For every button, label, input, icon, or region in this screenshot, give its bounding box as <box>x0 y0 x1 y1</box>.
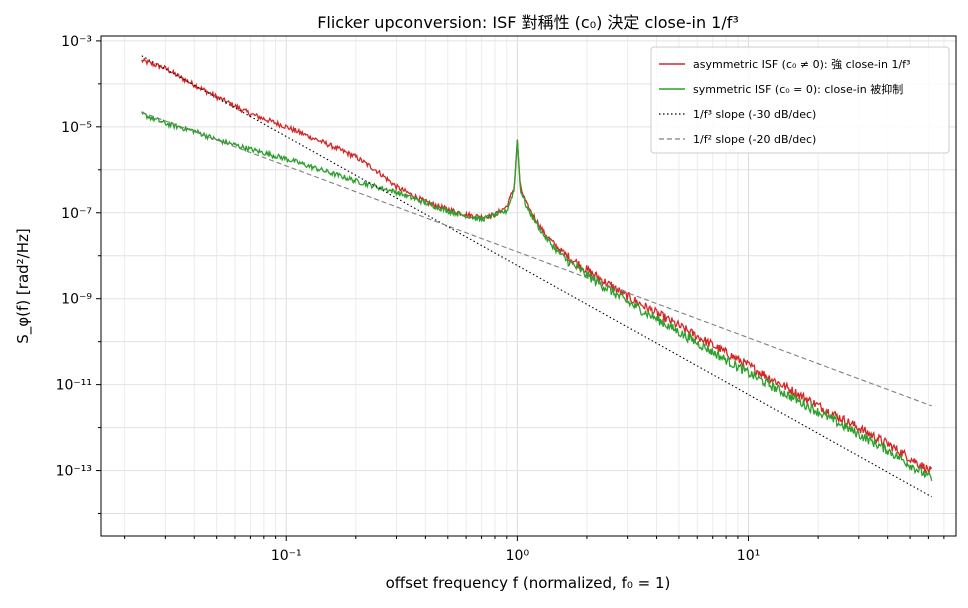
chart-title: Flicker upconversion: ISF 對稱性 (c₀) 決定 cl… <box>317 13 739 32</box>
legend-entry-label: symmetric ISF (c₀ = 0): close-in 被抑制 <box>693 82 903 96</box>
x-axis-label: offset frequency f (normalized, f₀ = 1) <box>386 574 671 592</box>
x-tick-label: 10¹ <box>737 548 760 564</box>
series-line-3 <box>141 111 932 407</box>
y-tick-label: 10⁻¹³ <box>56 464 92 480</box>
x-tick-label: 10⁰ <box>506 548 530 564</box>
legend: asymmetric ISF (c₀ ≠ 0): 強 close-in 1/f³… <box>650 46 950 154</box>
series-line-1 <box>141 111 933 482</box>
y-tick-label: 10⁻¹¹ <box>56 378 92 394</box>
y-tick-label: 10⁻³ <box>61 34 92 50</box>
plot-frame <box>100 35 957 537</box>
y-tick-label: 10⁻⁷ <box>61 206 92 222</box>
legend-box <box>650 46 950 154</box>
y-tick-label: 10⁻⁵ <box>61 120 92 136</box>
ticks: 10⁻¹ 10⁰ 10¹ 10⁻³ 10⁻⁵ 10⁻⁷ 10⁻⁹ 10⁻¹¹ 10⁻¹³ <box>56 34 945 564</box>
series-line-2 <box>141 55 932 498</box>
legend-entry-label: asymmetric ISF (c₀ ≠ 0): 強 close-in 1/f³ <box>693 58 910 71</box>
y-axis-label: S_φ(f) [rad²/Hz] <box>14 228 33 343</box>
x-tick-label: 10⁻¹ <box>271 548 302 564</box>
legend-entry-label: 1/f³ slope (-30 dB/dec) <box>693 108 816 121</box>
y-tick-label: 10⁻⁹ <box>61 292 92 308</box>
series-layer <box>141 55 933 498</box>
legend-entry-label: 1/f² slope (-20 dB/dec) <box>693 133 816 146</box>
